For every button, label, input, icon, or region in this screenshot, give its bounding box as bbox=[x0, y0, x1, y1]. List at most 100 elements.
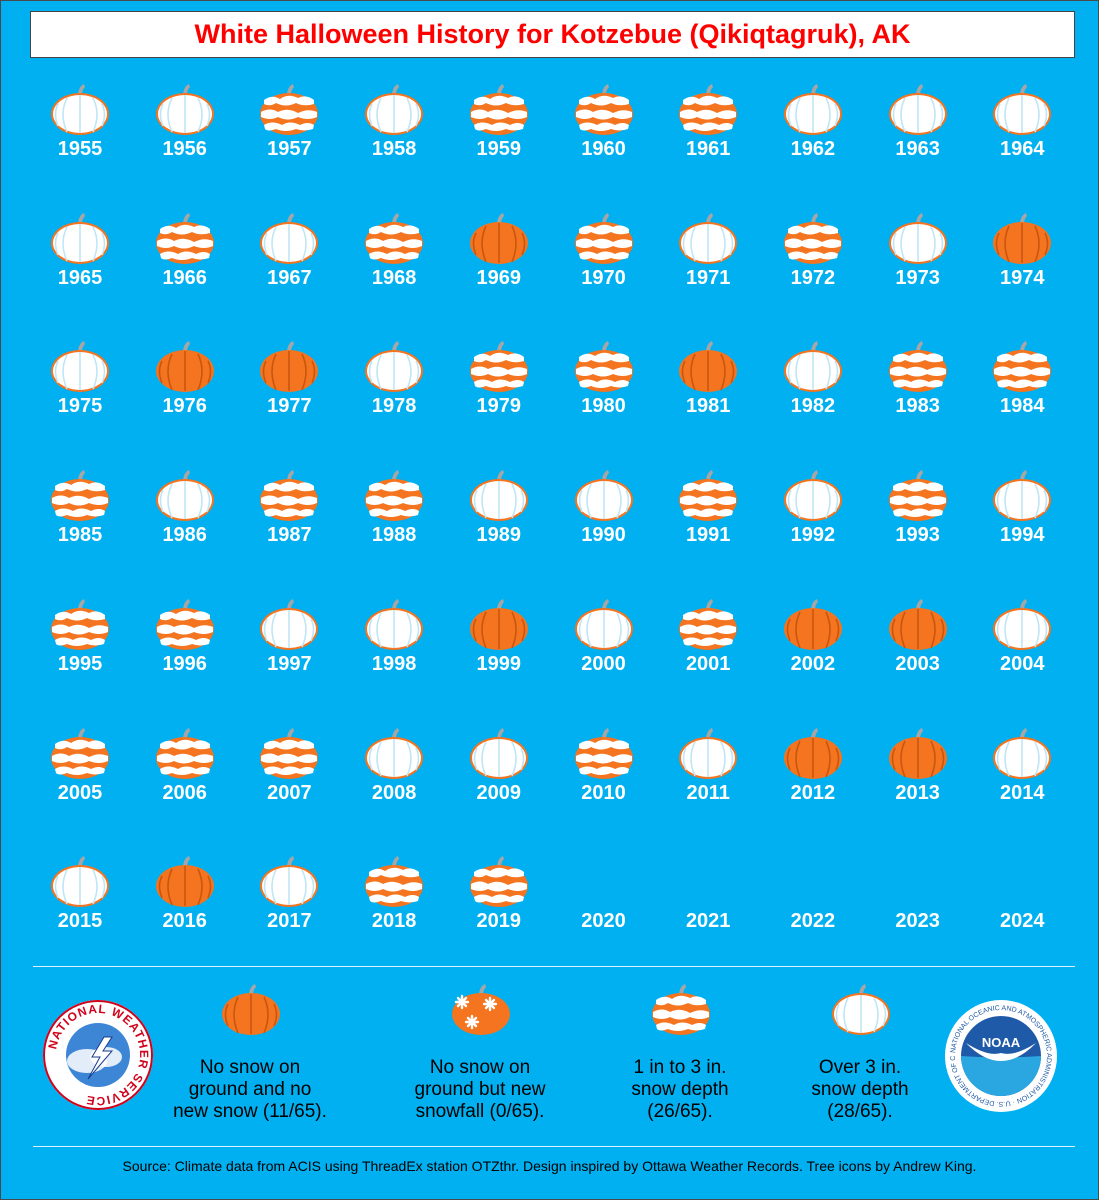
year-label: 1988 bbox=[371, 524, 417, 547]
year-cell: 1991 bbox=[656, 464, 760, 592]
pumpkin-1to3-icon bbox=[260, 727, 319, 779]
year-cell: 1973 bbox=[866, 207, 970, 335]
year-cell: 2003 bbox=[866, 593, 970, 721]
legend-pumpkin-1to3-icon bbox=[652, 984, 710, 1035]
year-label: 1966 bbox=[162, 266, 207, 289]
year-label: 2024 bbox=[1000, 910, 1045, 933]
pumpkin-over3-icon bbox=[260, 212, 319, 264]
year-label: 2015 bbox=[57, 910, 103, 933]
year-cell: 1986 bbox=[133, 464, 237, 592]
nws-logo: NATIONAL WEATHER SERVICE bbox=[43, 1000, 153, 1110]
pumpkin-over3-icon bbox=[365, 84, 424, 135]
year-cell: 2011 bbox=[656, 722, 760, 850]
year-label: 1997 bbox=[267, 652, 312, 675]
year-cell: 1971 bbox=[656, 207, 760, 335]
year-cell: 2002 bbox=[761, 593, 865, 721]
divider-top bbox=[33, 966, 1075, 967]
year-label: 1994 bbox=[1000, 524, 1045, 547]
year-cell: 1992 bbox=[761, 464, 865, 592]
year-label: 1990 bbox=[581, 524, 626, 547]
pumpkin-1to3-icon bbox=[888, 470, 947, 522]
pumpkin-none-icon bbox=[783, 727, 842, 779]
year-cell: 1959 bbox=[447, 78, 551, 206]
year-cell: 1985 bbox=[28, 464, 132, 592]
pumpkin-1to3-icon bbox=[888, 341, 947, 393]
pumpkin-1to3-icon bbox=[51, 470, 109, 522]
year-label: 2002 bbox=[790, 652, 836, 675]
year-label: 2005 bbox=[57, 781, 103, 804]
noaa-logo-center: NOAA bbox=[982, 1035, 1021, 1050]
pumpkin-over3-icon bbox=[993, 598, 1052, 650]
year-label: 1960 bbox=[581, 138, 626, 160]
pumpkin-1to3-icon bbox=[679, 84, 738, 135]
year-label: 2011 bbox=[686, 781, 730, 804]
year-cell: 2024 bbox=[970, 850, 1074, 978]
year-label: 2001 bbox=[685, 652, 731, 675]
year-label: 2018 bbox=[371, 910, 417, 933]
year-cell: 2019 bbox=[447, 850, 551, 978]
year-cell: 1982 bbox=[761, 335, 865, 463]
year-cell: 1975 bbox=[28, 335, 132, 463]
year-label: 2019 bbox=[476, 910, 522, 933]
year-label: 1958 bbox=[371, 138, 417, 160]
year-cell: 1955 bbox=[28, 78, 132, 206]
pumpkin-over3-icon bbox=[155, 84, 214, 135]
year-label: 1986 bbox=[162, 524, 207, 547]
year-label: 2017 bbox=[267, 910, 312, 933]
year-label: 1982 bbox=[790, 395, 836, 418]
year-label: 1963 bbox=[895, 138, 940, 160]
pumpkin-over3-icon bbox=[783, 470, 842, 522]
legend-line: No snow on bbox=[199, 1057, 301, 1078]
pumpkin-1to3-icon bbox=[155, 598, 214, 650]
noaa-logo: NOAA NATIONAL OCEANIC AND ATMOSPHERIC AD… bbox=[944, 999, 1057, 1112]
legend-pumpkin-none-icon bbox=[222, 984, 280, 1035]
year-label: 1957 bbox=[267, 138, 312, 160]
pumpkin-none-icon bbox=[993, 212, 1052, 264]
year-cell: 1980 bbox=[552, 335, 656, 463]
year-label: 2004 bbox=[1000, 652, 1045, 675]
year-cell: 2017 bbox=[237, 850, 341, 978]
year-label: 1999 bbox=[476, 652, 522, 675]
year-cell: 1956 bbox=[133, 78, 237, 206]
year-cell: 1965 bbox=[28, 207, 132, 335]
year-label: 1962 bbox=[790, 138, 836, 160]
year-label: 1989 bbox=[476, 524, 522, 547]
year-cell: 1981 bbox=[656, 335, 760, 463]
year-label: 2012 bbox=[790, 781, 836, 804]
year-cell: 1998 bbox=[342, 593, 446, 721]
year-label: 1980 bbox=[581, 395, 626, 418]
year-cell: 1997 bbox=[237, 593, 341, 721]
year-cell: 2013 bbox=[866, 722, 970, 850]
legend-line: snow depth bbox=[811, 1079, 909, 1100]
year-cell: 2000 bbox=[552, 593, 656, 721]
pumpkin-over3-icon bbox=[51, 84, 109, 135]
year-label: 1967 bbox=[267, 266, 312, 289]
year-label: 1983 bbox=[895, 395, 940, 418]
year-cell: 2022 bbox=[761, 850, 865, 978]
pumpkin-1to3-icon bbox=[155, 212, 214, 264]
year-label: 1955 bbox=[57, 138, 103, 160]
year-cell: 1962 bbox=[761, 78, 865, 206]
year-label: 2006 bbox=[162, 781, 207, 804]
year-label: 1956 bbox=[162, 138, 207, 160]
year-cell: 1990 bbox=[552, 464, 656, 592]
pumpkin-1to3-icon bbox=[679, 470, 738, 522]
year-cell: 2014 bbox=[970, 722, 1074, 850]
year-cell: 1979 bbox=[447, 335, 551, 463]
year-cell: 2010 bbox=[552, 722, 656, 850]
year-label: 2020 bbox=[581, 910, 626, 933]
pumpkin-over3-icon bbox=[51, 856, 109, 908]
legend-line: snowfall (0/65). bbox=[415, 1101, 545, 1122]
legend-text: No snow on ground and no new snow (11/65). bbox=[145, 1057, 355, 1123]
year-cell: 1995 bbox=[28, 593, 132, 721]
year-cell: 1969 bbox=[447, 207, 551, 335]
pumpkin-over3-icon bbox=[888, 84, 947, 135]
year-cell: 1987 bbox=[237, 464, 341, 592]
pumpkin-none-icon bbox=[469, 598, 528, 650]
year-label: 1971 bbox=[685, 266, 731, 289]
pumpkin-over3-icon bbox=[993, 470, 1052, 522]
legend-line: ground and no bbox=[188, 1079, 312, 1100]
year-label: 2008 bbox=[371, 781, 417, 804]
year-cell: 2012 bbox=[761, 722, 865, 850]
year-label: 1973 bbox=[895, 266, 940, 289]
